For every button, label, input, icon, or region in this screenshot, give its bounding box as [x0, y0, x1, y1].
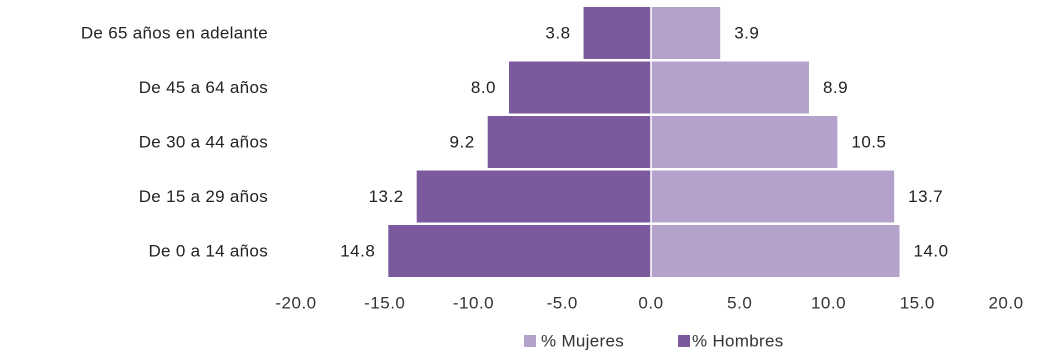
- value-label-hombres-de-65-anos-en-adelante: 3.8: [545, 24, 570, 43]
- value-label-mujeres-de-15-a-29-anos: 13.7: [908, 187, 943, 206]
- x-tick-label: 20.0: [988, 294, 1023, 313]
- category-label-de-30-a-44-anos: De 30 a 44 años: [139, 133, 268, 152]
- x-tick-label: 0.0: [638, 294, 663, 313]
- category-labels: De 65 años en adelante De 45 a 64 años De …: [81, 24, 268, 261]
- value-labels: 3.8 3.9 8.0 8.9 9.2 10.5 13.2 13.7 14.8 14.0: [340, 24, 948, 261]
- x-tick-label: -5.0: [547, 294, 578, 313]
- bar-mujeres-de-15-a-29-anos: [651, 170, 895, 223]
- value-label-mujeres-de-0-a-14-anos: 14.0: [914, 242, 949, 261]
- value-label-hombres-de-30-a-44-anos: 9.2: [450, 133, 475, 152]
- value-label-hombres-de-45-a-64-anos: 8.0: [471, 78, 496, 97]
- legend-label-hombres: % Hombres: [692, 332, 784, 351]
- legend: % Mujeres % Hombres: [524, 332, 784, 351]
- x-tick-label: 15.0: [900, 294, 935, 313]
- x-tick-label: 5.0: [727, 294, 752, 313]
- bar-hombres-de-30-a-44-anos: [487, 116, 651, 168]
- value-label-hombres-de-15-a-29-anos: 13.2: [369, 187, 404, 206]
- category-label-de-0-a-14-anos: De 0 a 14 años: [148, 242, 268, 261]
- value-label-hombres-de-0-a-14-anos: 14.8: [340, 242, 375, 261]
- x-axis: -20.0 -15.0 -10.0 -5.0 0.0 5.0 10.0 15.0 20.0: [275, 294, 1023, 313]
- bar-mujeres-de-30-a-44-anos: [651, 116, 838, 168]
- bars: [388, 4, 900, 281]
- legend-label-mujeres: % Mujeres: [541, 332, 624, 351]
- x-tick-label: -20.0: [275, 294, 316, 313]
- bar-hombres-de-65-anos-en-adelante: [583, 7, 651, 59]
- legend-swatch-hombres: [678, 335, 690, 347]
- category-label-de-15-a-29-anos: De 15 a 29 años: [139, 187, 268, 206]
- bar-hombres-de-15-a-29-anos: [416, 170, 651, 223]
- value-label-mujeres-de-45-a-64-anos: 8.9: [823, 78, 848, 97]
- bar-mujeres-de-45-a-64-anos: [651, 61, 809, 114]
- value-label-mujeres-de-65-anos-en-adelante: 3.9: [734, 24, 759, 43]
- bar-hombres-de-0-a-14-anos: [388, 225, 651, 277]
- bar-mujeres-de-65-anos-en-adelante: [651, 7, 721, 59]
- bar-mujeres-de-0-a-14-anos: [651, 225, 900, 277]
- x-tick-label: 10.0: [811, 294, 846, 313]
- legend-swatch-mujeres: [524, 335, 536, 347]
- bar-hombres-de-45-a-64-anos: [509, 61, 651, 114]
- value-label-mujeres-de-30-a-44-anos: 10.5: [851, 133, 886, 152]
- category-label-de-65-anos-en-adelante: De 65 años en adelante: [81, 24, 268, 43]
- x-tick-label: -15.0: [364, 294, 405, 313]
- category-label-de-45-a-64-anos: De 45 a 64 años: [139, 78, 268, 97]
- x-tick-label: -10.0: [453, 294, 494, 313]
